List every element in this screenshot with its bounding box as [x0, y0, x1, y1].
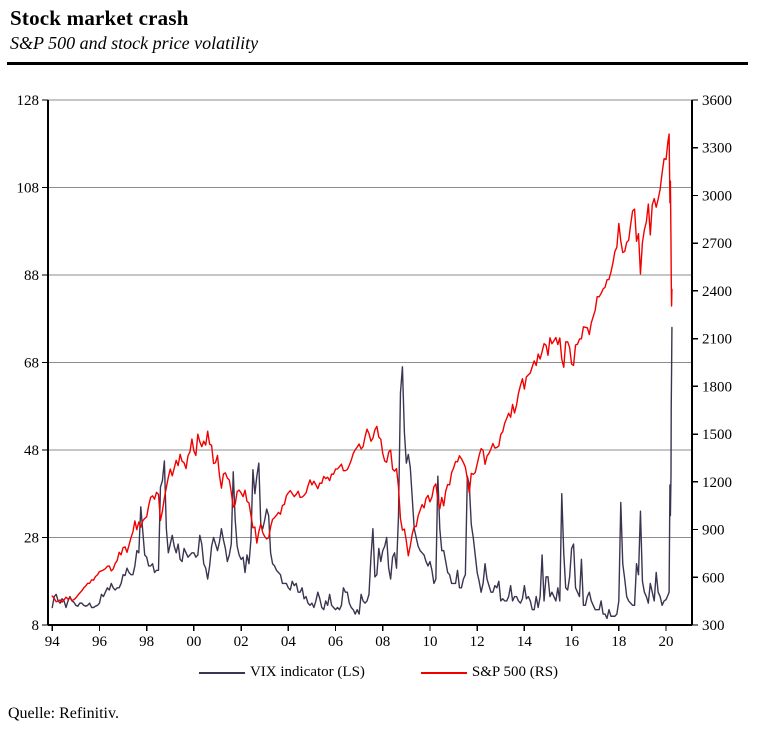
x-tick-label: 06	[328, 634, 344, 650]
y-right-tick-label: 2700	[702, 236, 732, 252]
y-right-tick-label: 300	[702, 618, 725, 634]
chart-canvas: 8284868881081283006009001200150018002100…	[17, 93, 733, 650]
y-right-tick-label: 2100	[702, 332, 732, 348]
x-tick-label: 18	[611, 634, 626, 650]
y-right-tick-label: 3600	[702, 93, 732, 109]
x-tick-label: 12	[470, 634, 485, 650]
page-title: Stock market crash	[10, 6, 189, 30]
y-left-tick-label: 128	[17, 93, 40, 109]
source-text: Quelle: Refinitiv.	[8, 705, 119, 722]
x-tick-label: 16	[564, 634, 580, 650]
chart-legend: VIX indicator (LS) S&P 500 (RS)	[0, 664, 757, 681]
y-left-tick-label: 88	[24, 268, 39, 284]
y-left-tick-label: 108	[17, 181, 40, 197]
page-subtitle: S&P 500 and stock price volatility	[10, 33, 259, 53]
y-left-tick-label: 68	[24, 356, 39, 372]
y-right-tick-label: 3300	[702, 141, 732, 157]
chart: 8 28 48 68 88 108 128 300 600 900 1200 1500 1800 2100…	[0, 88, 757, 660]
x-tick-label: 08	[375, 634, 390, 650]
sp500-line	[51, 133, 673, 603]
y-right-tick-label: 1800	[702, 379, 732, 395]
y-right-tick-label: 1200	[702, 475, 732, 491]
header-rule	[7, 62, 748, 65]
y-right-tick-label: 3000	[702, 188, 732, 204]
x-tick-label: 98	[139, 634, 154, 650]
x-tick-label: 14	[517, 634, 533, 650]
y-left-tick-label: 28	[24, 531, 39, 547]
legend-item-vix: VIX indicator (LS)	[198, 664, 365, 681]
y-right-tick-label: 2400	[702, 284, 732, 300]
x-tick-label: 00	[186, 634, 201, 650]
x-tick-label: 10	[422, 634, 437, 650]
sp500-line-swatch	[420, 671, 467, 674]
x-tick-label: 02	[234, 634, 249, 650]
y-right-tick-label: 600	[702, 570, 725, 586]
y-left-tick-label: 8	[32, 618, 40, 634]
y-right-tick-label: 900	[702, 523, 725, 539]
vix-indicator-line	[51, 326, 673, 620]
x-tick-label: 96	[92, 634, 108, 650]
y-left-tick-label: 48	[24, 443, 39, 459]
legend-label-sp500: S&P 500 (RS)	[471, 664, 559, 680]
x-tick-label: 04	[281, 634, 297, 650]
x-tick-label: 94	[45, 634, 61, 650]
legend-label-vix: VIX indicator (LS)	[249, 664, 365, 680]
legend-item-sp500: S&P 500 (RS)	[420, 664, 559, 681]
x-tick-label: 20	[659, 634, 674, 650]
vix-line-swatch	[198, 671, 245, 674]
y-right-tick-label: 1500	[702, 427, 732, 443]
